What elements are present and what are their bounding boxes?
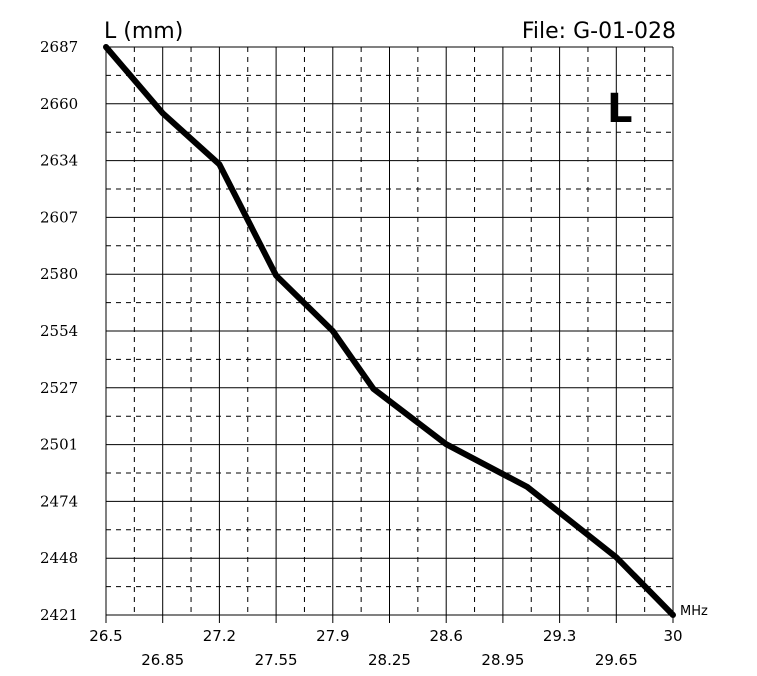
y-tick-label: 2554 [40, 322, 78, 340]
y-tick-label: 2607 [40, 208, 78, 226]
x-tick-label: 27.9 [316, 627, 349, 645]
y-axis-ticks: 2421 2448 2474 2501 2527 2554 2580 2607 2634 2660… [40, 38, 78, 624]
x-tick-label: 26.85 [141, 651, 184, 669]
x-tick-label: 30 [663, 627, 682, 645]
grid [105, 46, 674, 616]
series-layer [103, 44, 676, 618]
x-tick-label: 28.25 [368, 651, 411, 669]
series-line [103, 44, 676, 618]
y-tick-label: 2634 [40, 152, 78, 170]
x-tick-label: 28.6 [429, 627, 462, 645]
x-tick-label: 28.95 [481, 651, 524, 669]
y-tick-label: 2580 [40, 265, 78, 283]
y-axis-label: L (mm) [104, 19, 183, 44]
file-label: File: G-01-028 [522, 19, 676, 44]
y-tick-label: 2421 [40, 606, 78, 624]
y-tick-label: 2660 [40, 95, 78, 113]
y-tick-label: 2448 [40, 549, 78, 567]
y-tick-label: 2501 [40, 436, 78, 454]
chart-letter-label: L [607, 86, 633, 132]
x-axis-unit: MHz [680, 604, 708, 619]
y-tick-label: 2527 [40, 379, 78, 397]
x-tick-label: 27.55 [255, 651, 298, 669]
y-tick-label: 2687 [40, 38, 78, 56]
x-tick-label: 29.3 [543, 627, 576, 645]
x-tick-label: 27.2 [203, 627, 236, 645]
x-tick-label: 29.65 [595, 651, 638, 669]
x-tick-label: 26.5 [89, 627, 122, 645]
x-axis-ticks: 26.5 27.2 27.9 28.6 29.3 30 26.85 27.55 28.25 28.… [89, 615, 683, 669]
y-tick-label: 2474 [40, 492, 78, 510]
